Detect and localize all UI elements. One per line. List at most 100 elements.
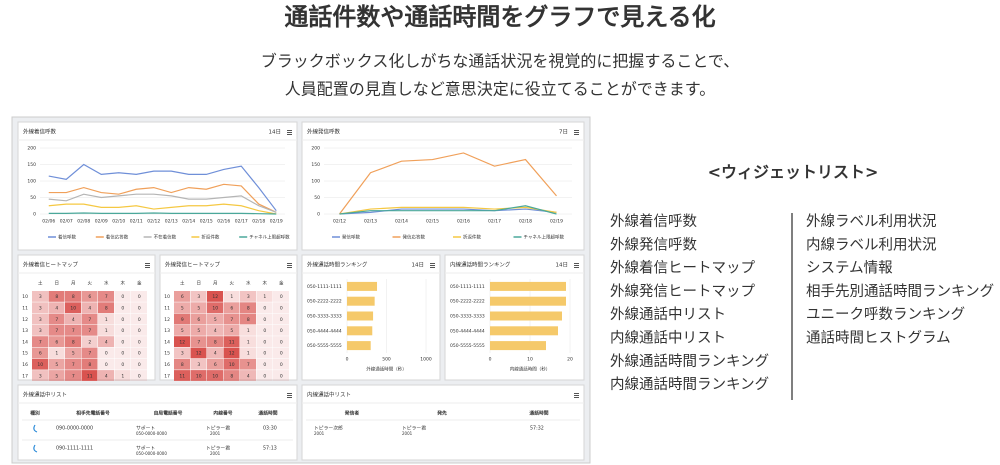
cell-label: 0	[121, 328, 124, 334]
heat-cell	[256, 291, 273, 302]
cell: サポート	[136, 425, 155, 432]
cell: 57:13	[263, 446, 277, 452]
heat-cell	[131, 336, 147, 347]
heat-cell	[223, 313, 240, 325]
y-tick-label: 50	[30, 195, 36, 201]
y-tick-label: 050-2222-2222	[450, 299, 485, 305]
heat-cell	[131, 313, 147, 325]
cell-label: 6	[55, 339, 58, 345]
x-axis-label: 外線通話時間（秒）	[366, 366, 407, 373]
cell-label: 7	[55, 317, 58, 323]
menu-icon	[287, 132, 292, 133]
legend-label: 発信応答数	[403, 234, 426, 241]
cell: トピラー君	[206, 426, 230, 432]
page-title: 通話件数や通話時間をグラフで見える化	[284, 3, 715, 31]
period-select: 14日	[269, 129, 282, 136]
x-tick-label: 0	[346, 357, 349, 363]
cell-label: 3	[181, 351, 184, 357]
widget-item: 外線通話中リスト	[610, 306, 726, 323]
cell-label: 12	[196, 351, 202, 357]
cell-label: 0	[263, 373, 266, 379]
heat-cell	[190, 336, 207, 347]
cell: トピラー君	[206, 446, 230, 452]
cell-label: 8	[72, 339, 75, 345]
heat-cell	[223, 347, 240, 359]
heat-cell	[207, 336, 223, 347]
heat-cell	[190, 302, 207, 314]
panel-title: 外線発信ヒートマップ	[165, 261, 221, 269]
cell-label: 4	[214, 351, 217, 357]
cell-label: 4	[214, 328, 217, 334]
row-label: 10	[164, 294, 170, 300]
widget-item: ユニーク呼数ランキング	[806, 306, 965, 323]
column-label: 土	[38, 280, 43, 287]
heat-cell	[223, 370, 240, 381]
heat-cell	[207, 370, 223, 381]
menu-icon	[574, 130, 579, 131]
heat-cell	[81, 302, 98, 314]
cell-label: 9	[181, 317, 184, 323]
bar	[490, 281, 566, 291]
menu-icon	[287, 265, 292, 266]
heat-cell	[114, 313, 131, 325]
row-label: 15	[164, 351, 170, 357]
row-label: 13	[22, 328, 28, 334]
heat-cell	[273, 336, 289, 347]
heat-cell	[174, 336, 190, 347]
heat-cell	[114, 291, 131, 302]
panel	[17, 121, 298, 251]
cell-label: 3	[39, 305, 42, 311]
heat-cell	[223, 336, 240, 347]
widget-item: 外線通話時間ランキング	[610, 353, 769, 370]
widget-item: 外線着信呼数	[610, 213, 697, 230]
x-tick-label: 02/16	[217, 219, 230, 225]
heat-cell	[65, 370, 81, 381]
cell-label: 1	[55, 351, 58, 357]
heat-cell	[207, 347, 223, 359]
panel	[17, 384, 298, 461]
row-label: 12	[164, 317, 170, 323]
heat-cell	[190, 358, 207, 370]
column-label: 火	[88, 281, 93, 287]
cell-label: 0	[280, 328, 283, 334]
bar	[490, 341, 546, 351]
row-label: 11	[22, 305, 28, 311]
heat-cell	[256, 347, 273, 359]
cell-label: 12	[179, 339, 185, 345]
menu-icon	[287, 395, 292, 396]
widget-item: 内線ラベル利用状況	[806, 236, 937, 253]
legend-label: 発信呼数	[342, 234, 360, 241]
cell-label: 0	[138, 328, 141, 334]
cell-label: 0	[280, 294, 283, 300]
heat-cell	[240, 313, 256, 325]
cell-label: 1	[230, 294, 233, 300]
heat-cell	[81, 370, 98, 381]
heat-cell	[48, 291, 65, 302]
legend-label: チャネル上限超呼数	[524, 234, 565, 241]
menu-icon	[430, 265, 435, 266]
heat-cell	[240, 291, 256, 302]
cell: 2001	[210, 451, 221, 456]
x-tick-label: 02/16	[457, 219, 470, 225]
heat-cell	[174, 313, 190, 325]
cell-label: 6	[181, 294, 184, 300]
y-tick-label: 100	[27, 179, 36, 185]
column-label: 金	[279, 280, 284, 287]
x-tick-label: 02/10	[112, 219, 125, 225]
cell-label: 3	[39, 317, 42, 323]
call-icon	[33, 444, 38, 453]
heat-cell	[273, 291, 289, 302]
heat-cell	[190, 324, 207, 336]
heat-cell	[32, 370, 48, 381]
y-tick-label: 050-3333-3333	[450, 314, 485, 320]
cell-label: 1	[105, 317, 108, 323]
y-tick-label: 200	[311, 146, 320, 152]
cell-label: 7	[72, 328, 75, 334]
cell-label: 0	[121, 362, 124, 368]
cell-label: 0	[263, 362, 266, 368]
heat-cell	[131, 302, 147, 314]
column-label: 金	[137, 280, 142, 287]
cell-label: 0	[263, 339, 266, 345]
cell-label: 8	[72, 294, 75, 300]
